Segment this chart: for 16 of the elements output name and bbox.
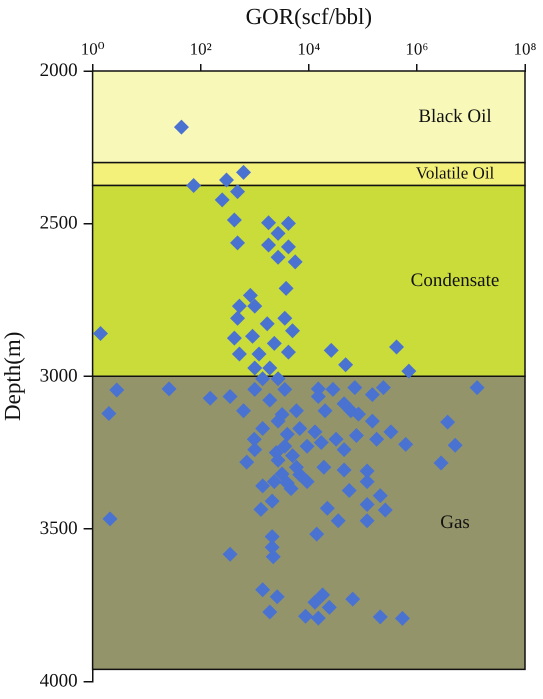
y-tick-label: 3500	[40, 518, 78, 539]
x-tick-label: 10²	[190, 39, 212, 58]
y-tick-label: 2000	[40, 60, 78, 81]
band-label: Volatile Oil	[416, 164, 495, 183]
y-axis-title: Depth(m)	[0, 332, 25, 422]
y-tick-label: 4000	[40, 670, 78, 692]
x-axis-title: GOR(scf/bbl)	[246, 4, 372, 29]
band-label: Black Oil	[418, 106, 492, 127]
y-tick-label: 3000	[40, 365, 78, 386]
band-label: Condensate	[410, 270, 500, 291]
x-tick-label: 10⁴	[297, 39, 320, 58]
x-tick-label: 10⁸	[514, 39, 537, 58]
y-tick-label: 2500	[40, 212, 78, 234]
band-label: Gas	[440, 512, 470, 533]
x-tick-label: 10⁰	[80, 39, 105, 58]
x-tick-label: 10⁶	[405, 39, 428, 58]
